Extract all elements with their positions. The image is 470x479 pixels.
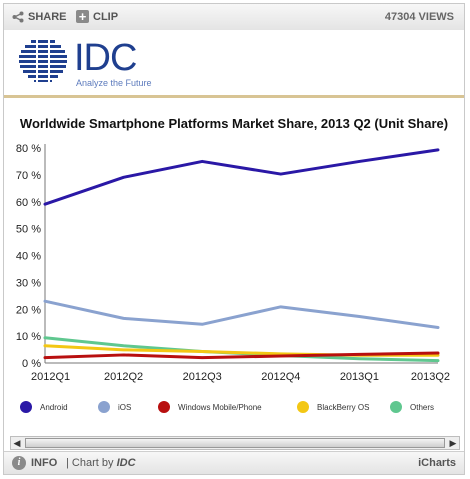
x-tick-label: 2013Q2 xyxy=(411,371,450,383)
view-count: 47304 VIEWS xyxy=(384,11,454,23)
y-tick-label: 10 % xyxy=(16,331,41,343)
y-tick-label: 0 % xyxy=(22,358,41,370)
share-button[interactable]: SHARE xyxy=(28,11,67,23)
chart-by-credit: | Chart by IDC xyxy=(66,457,136,469)
chart-title: Worldwide Smartphone Platforms Market Sh… xyxy=(19,116,449,131)
y-tick-label: 50 % xyxy=(16,224,41,236)
clip-button[interactable]: CLIP xyxy=(93,11,119,23)
logo-divider xyxy=(4,95,464,98)
y-tick-label: 20 % xyxy=(16,304,41,316)
logo-band: IDC Analyze the Future xyxy=(4,30,464,98)
x-tick-label: 2012Q2 xyxy=(104,371,143,383)
series-line-windows-mobile-phone xyxy=(43,351,440,360)
logo-tagline: Analyze the Future xyxy=(76,78,152,88)
scroll-right-arrow-icon[interactable]: ▶ xyxy=(449,438,457,448)
chart-by-prefix: | Chart by xyxy=(66,457,114,469)
horizontal-scrollbar[interactable]: ◀ ▶ xyxy=(10,436,460,450)
legend-label-others: Others xyxy=(410,403,434,412)
legend-marker-windows-mobile-phone xyxy=(158,401,170,413)
legend-label-android: Android xyxy=(40,403,68,412)
y-tick-label: 70 % xyxy=(16,170,41,182)
legend-label-ios: iOS xyxy=(118,403,131,412)
legend-label-blackberry-os: BlackBerry OS xyxy=(317,403,369,412)
y-tick-label: 30 % xyxy=(16,277,41,289)
y-tick-label: 40 % xyxy=(16,251,41,263)
scroll-left-arrow-icon[interactable]: ◀ xyxy=(13,438,21,448)
legend-marker-ios xyxy=(98,401,110,413)
scrollbar-thumb[interactable] xyxy=(25,438,445,448)
chart-by-brand: IDC xyxy=(116,457,136,469)
info-icon[interactable]: i xyxy=(12,456,26,470)
y-tick-label: 80 % xyxy=(16,143,41,155)
legend-marker-others xyxy=(390,401,402,413)
info-button[interactable]: INFO xyxy=(31,457,58,469)
series-line-android xyxy=(43,148,440,206)
x-tick-label: 2013Q1 xyxy=(340,371,379,383)
y-tick-label: 60 % xyxy=(16,197,41,209)
top-toolbar: SHARE + CLIP 47304 VIEWS xyxy=(4,4,464,31)
legend-marker-blackberry-os xyxy=(297,401,309,413)
legend-label-windows-mobile-phone: Windows Mobile/Phone xyxy=(178,403,262,412)
chart-widget: SHARE + CLIP 47304 VIEWS IDC Analyze the… xyxy=(3,3,465,475)
globe-logo-icon xyxy=(19,39,67,83)
plus-icon[interactable]: + xyxy=(76,10,89,23)
series-line-ios xyxy=(43,299,440,330)
share-icon[interactable] xyxy=(12,11,24,23)
bottom-bar: i INFO | Chart by IDC iCharts xyxy=(4,451,464,474)
line-chart: 0 % 10 % 20 % 30 % 40 % 50 % 60 % 70 % 80 % 2012Q… xyxy=(16,143,450,413)
legend-marker-android xyxy=(20,401,32,413)
x-tick-label: 2012Q1 xyxy=(31,371,70,383)
icharts-link[interactable]: iCharts xyxy=(418,457,456,469)
x-tick-label: 2012Q3 xyxy=(183,371,222,383)
logo-wordmark: IDC xyxy=(74,37,137,79)
x-tick-label: 2012Q4 xyxy=(261,371,300,383)
